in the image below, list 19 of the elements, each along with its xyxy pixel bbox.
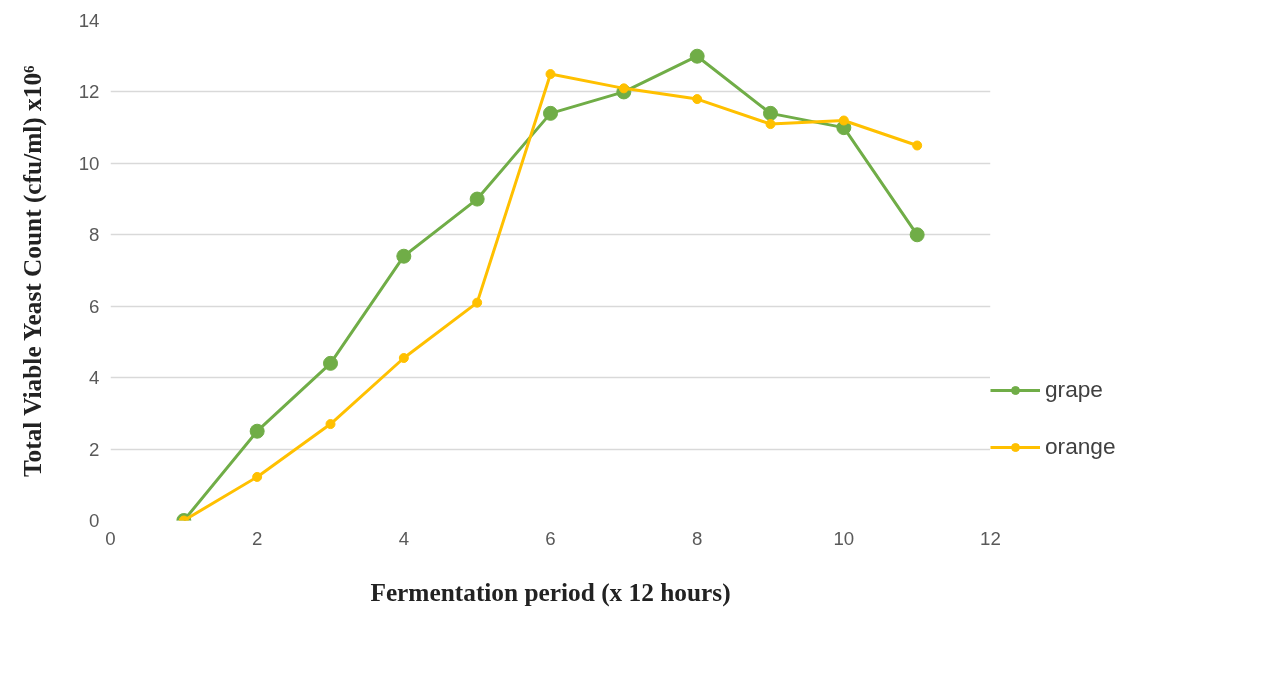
x-tick-label: 8 [691, 527, 703, 549]
y-tick-label: 8 [89, 224, 100, 246]
y-tick-label: 10 [78, 152, 100, 174]
y-tick-label: 12 [78, 81, 100, 103]
y-tick-label: 14 [78, 10, 100, 31]
x-tick-label: 10 [833, 527, 855, 549]
legend-label: grape [1045, 376, 1103, 403]
y-tick-label: 4 [89, 367, 100, 389]
y-axis-title: Total Viable Yeast Count (cfu/ml) x10⁶ [17, 64, 47, 478]
x-tick-label: 6 [545, 527, 556, 549]
y-tick-label: 2 [89, 438, 100, 460]
x-axis-title: Fermentation period (x 12 hours) [370, 577, 731, 607]
y-tick-label: 6 [89, 295, 100, 317]
x-tick-label: 12 [980, 527, 1001, 549]
x-tick-label: 0 [105, 527, 116, 549]
x-tick-label: 4 [398, 527, 410, 549]
y-tick-label: 0 [89, 510, 100, 531]
x-tick-label: 2 [251, 527, 263, 549]
legend-label: orange [1045, 433, 1116, 460]
